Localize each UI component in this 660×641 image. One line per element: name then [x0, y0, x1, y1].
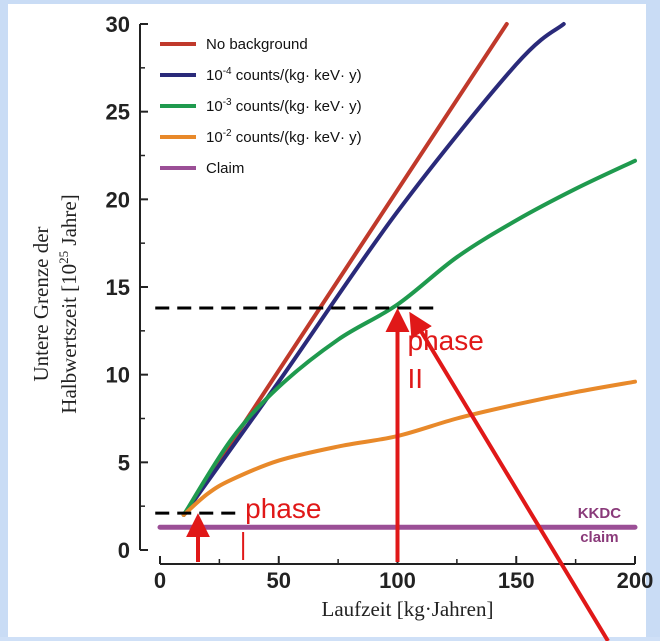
pointer-arrow [409, 311, 610, 641]
legend-label-3: 10-2 counts/(kg· keV· y) [206, 128, 362, 146]
legend: No background 10-4 counts/(kg· keV· y) 10-… [160, 36, 362, 177]
kkdc-label-line1: KKDC [578, 505, 621, 522]
y-tick-label: 25 [106, 100, 130, 125]
axes-group: 0 5 10 15 20 25 30 0 50 100 150 200 [106, 12, 654, 593]
chart-svg: 0 5 10 15 20 25 30 0 50 100 150 200 phase phase II KKD… [29, 12, 654, 641]
y-tick-label: 0 [118, 538, 130, 563]
y-tick-label: 15 [106, 275, 130, 300]
legend-label-1: 10-4 counts/(kg· keV· y) [206, 66, 362, 84]
y-tick-label: 10 [106, 363, 130, 388]
x-tick-label: 0 [154, 568, 166, 593]
phase2-label-line1: phase [408, 325, 484, 356]
x-tick-label: 200 [617, 568, 654, 593]
series-line-1 [181, 22, 566, 517]
y-axis-label-line1: Untere Grenze der [29, 226, 53, 381]
y-tick-label: 30 [106, 12, 130, 37]
y-axis-label-line2: Halbwertszeit [1025 Jahre] [56, 194, 81, 413]
legend-label-4: Claim [206, 160, 244, 177]
x-tick-label: 150 [498, 568, 535, 593]
series-line-3 [181, 379, 637, 517]
x-tick-label: 50 [267, 568, 291, 593]
series-line-2 [181, 158, 637, 517]
legend-label-0: No background [206, 36, 308, 53]
y-tick-label: 20 [106, 187, 130, 212]
axis-labels-group: Laufzeit [kg·Jahren] Untere Grenze der Hal… [29, 194, 494, 621]
x-tick-label: 100 [379, 568, 416, 593]
phase1-label: phase [245, 493, 321, 524]
x-axis-label: Laufzeit [kg·Jahren] [322, 597, 494, 621]
legend-label-2: 10-3 counts/(kg· keV· y) [206, 97, 362, 115]
kkdc-label-line2: claim [580, 529, 618, 546]
annotations-group: phase phase II KKDC claim [155, 306, 621, 641]
phase2-label-line2: II [408, 363, 424, 394]
y-tick-label: 5 [118, 450, 130, 475]
